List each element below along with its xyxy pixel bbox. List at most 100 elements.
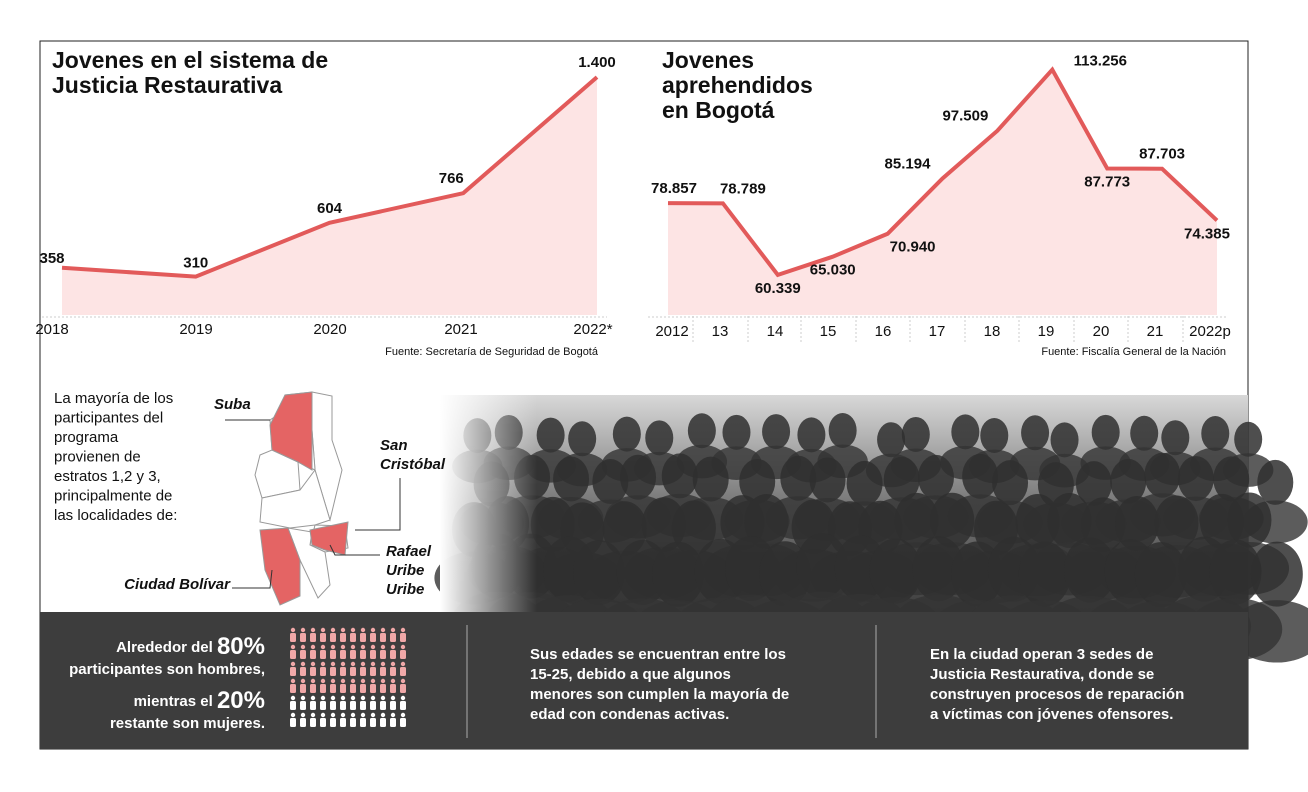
map xyxy=(225,391,401,606)
person-head xyxy=(350,678,356,684)
person-head xyxy=(310,644,316,650)
value-label: 604 xyxy=(317,200,343,217)
sedes-text: En la ciudad operan 3 sedes de xyxy=(930,646,1153,663)
ages-text: menores son cumplen la mayoría de xyxy=(530,686,789,703)
person-head xyxy=(300,695,306,701)
line xyxy=(667,66,1219,278)
person-head xyxy=(300,644,306,650)
person-body xyxy=(290,701,296,710)
person-head xyxy=(330,661,336,667)
value-label: 310 xyxy=(183,255,208,272)
gender-text: mientras el 20% xyxy=(134,687,265,714)
area xyxy=(62,77,597,315)
person-head xyxy=(340,712,346,718)
person-head xyxy=(320,661,326,667)
person-head xyxy=(400,695,406,701)
person-body xyxy=(400,684,406,693)
person-body xyxy=(300,701,306,710)
person-body xyxy=(390,667,396,676)
person-body xyxy=(360,684,366,693)
person-body xyxy=(320,684,326,693)
person-head xyxy=(290,627,296,633)
person-head xyxy=(300,661,306,667)
person-head xyxy=(290,644,296,650)
person-body xyxy=(400,650,406,659)
map-text: La mayoría de los xyxy=(54,390,173,407)
person-body xyxy=(390,718,396,727)
person-head xyxy=(290,712,296,718)
map-text: estratos 1,2 y 3, xyxy=(54,468,161,485)
person-body xyxy=(350,684,356,693)
x-tick-label: 13 xyxy=(712,323,729,340)
pct: 80% xyxy=(217,633,265,660)
person-body xyxy=(380,684,386,693)
person-head xyxy=(350,644,356,650)
person-body xyxy=(290,650,296,659)
person-head xyxy=(370,661,376,667)
person-head xyxy=(360,695,366,701)
person-head xyxy=(400,712,406,718)
map-text: programa xyxy=(54,429,119,446)
person-body xyxy=(290,684,296,693)
person-head xyxy=(360,712,366,718)
person-head xyxy=(290,661,296,667)
person-body xyxy=(320,650,326,659)
map-text: participantes del xyxy=(54,409,163,426)
source: Fuente: Fiscalía General de la Nación xyxy=(1041,346,1226,358)
chart-title: en Bogotá xyxy=(662,97,775,123)
person-head xyxy=(380,695,386,701)
person-head xyxy=(290,695,296,701)
person-body xyxy=(390,684,396,693)
chart-title: Jovenes xyxy=(662,47,754,73)
person-body xyxy=(340,701,346,710)
gender-text: participantes son hombres, xyxy=(69,661,265,678)
person-body xyxy=(400,718,406,727)
person-body xyxy=(300,684,306,693)
person-head xyxy=(400,627,406,633)
person-head xyxy=(380,627,386,633)
x-tick-label: 2020 xyxy=(313,321,346,338)
person-body xyxy=(300,633,306,642)
person-head xyxy=(320,695,326,701)
person-head xyxy=(380,644,386,650)
person-body xyxy=(350,718,356,727)
person-body xyxy=(380,701,386,710)
map-text: las localidades de: xyxy=(54,507,177,524)
person-head xyxy=(340,644,346,650)
person-body xyxy=(300,718,306,727)
person-head xyxy=(340,695,346,701)
person-body xyxy=(300,650,306,659)
x-tick-label: 2012 xyxy=(655,323,688,340)
person-body xyxy=(330,701,336,710)
person-body xyxy=(380,650,386,659)
person-head xyxy=(350,712,356,718)
value-label: 87.773 xyxy=(1084,173,1130,190)
x-tick-label: 16 xyxy=(875,323,892,340)
person-body xyxy=(310,667,316,676)
person-head xyxy=(320,712,326,718)
locality-label: Cristóbal xyxy=(380,456,446,473)
x-tick-label: 2019 xyxy=(179,321,212,338)
person-head xyxy=(300,678,306,684)
person-head xyxy=(340,678,346,684)
person-body xyxy=(320,633,326,642)
head xyxy=(1257,459,1294,505)
person-head xyxy=(330,627,336,633)
map-text: provienen de xyxy=(54,448,141,465)
person-body xyxy=(310,650,316,659)
person-body xyxy=(330,684,336,693)
ages-text: Sus edades se encuentran entre los xyxy=(530,646,786,663)
x-tick-label: 19 xyxy=(1038,323,1055,340)
value-label: 65.030 xyxy=(810,262,856,279)
person-head xyxy=(400,678,406,684)
person-head xyxy=(390,627,396,633)
locality-label: Uribe xyxy=(386,562,424,579)
person-body xyxy=(350,650,356,659)
person-head xyxy=(290,678,296,684)
value-label: 1.400 xyxy=(578,54,616,71)
person-body xyxy=(370,667,376,676)
value-label: 766 xyxy=(439,170,464,187)
ages-text: edad con condenas activas. xyxy=(530,706,729,723)
sedes-text: Justicia Restaurativa, donde se xyxy=(930,666,1154,683)
